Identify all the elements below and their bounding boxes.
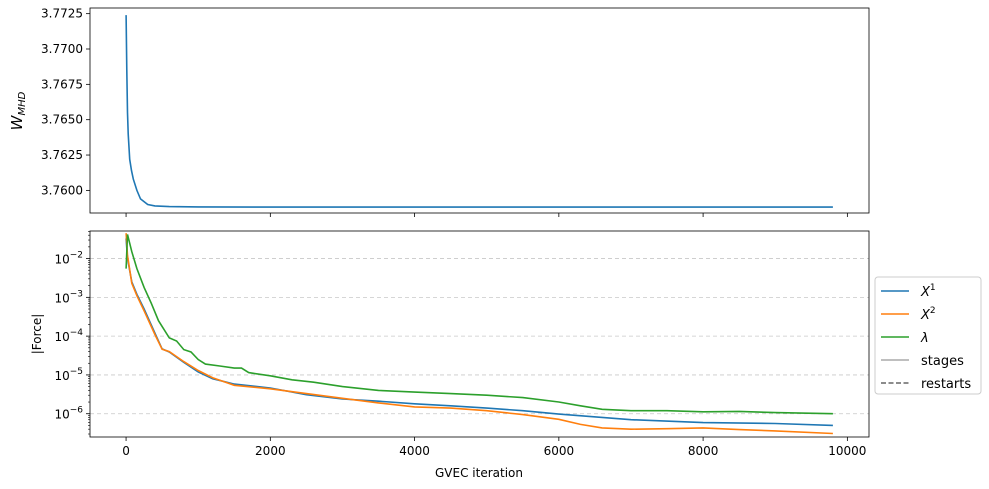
top-y-tick-label: 3.7725 xyxy=(41,7,83,21)
bottom-y-tick-label: 10−6 xyxy=(54,406,83,422)
bottom-y-tick-base: 10 xyxy=(54,330,69,344)
bottom-x-ticks: 0 2000 4000 6000 8000 10000 xyxy=(122,437,866,458)
bottom-series-line xyxy=(125,234,833,415)
x-axis-label: GVEC iteration xyxy=(435,466,523,480)
legend-label: stages xyxy=(921,354,964,369)
top-y-tick-label: 3.7650 xyxy=(41,113,83,127)
legend-label-text: λ xyxy=(920,331,929,346)
bottom-y-tick-label: 10−2 xyxy=(54,251,83,267)
bottom-y-tick-exponent: −6 xyxy=(70,406,84,416)
legend-item: X2 xyxy=(881,306,936,323)
top-y-axis-label: WMHD xyxy=(8,91,28,130)
bottom-panel-series xyxy=(125,233,833,435)
bottom-y-ticks: 10−610−510−410−310−2 xyxy=(54,231,90,435)
top-y-tick-label: 3.7675 xyxy=(41,77,83,91)
legend-label-text: X xyxy=(920,285,931,300)
bottom-panel-grid xyxy=(90,258,869,415)
bottom-y-tick-exponent: −5 xyxy=(70,367,83,377)
bottom-x-tick-label: 2000 xyxy=(255,444,286,458)
top-x-ticks xyxy=(125,213,848,217)
legend-label-text: stages xyxy=(921,354,964,369)
bottom-y-tick-exponent: −2 xyxy=(70,251,83,261)
bottom-x-tick-label: 4000 xyxy=(399,444,430,458)
top-y-tick-label: 3.7600 xyxy=(41,183,83,197)
bottom-y-tick-label: 10−5 xyxy=(54,367,83,383)
bottom-x-tick-label: 6000 xyxy=(544,444,575,458)
legend-label-text: restarts xyxy=(921,377,971,392)
legend-item: stages xyxy=(881,354,964,369)
legend-label: X1 xyxy=(920,283,936,300)
top-y-ticks: 3.7600 3.7625 3.7650 3.7675 3.7700 3.7725 xyxy=(41,7,90,197)
legend-label: λ xyxy=(920,331,929,346)
bottom-y-tick-base: 10 xyxy=(54,253,69,267)
bottom-x-tick-label: 0 xyxy=(122,444,130,458)
top-panel-frame xyxy=(89,7,870,214)
top-series-line xyxy=(125,15,833,208)
bottom-series-line xyxy=(125,238,833,427)
top-y-tick-label: 3.7700 xyxy=(41,42,83,56)
bottom-panel: 10−610−510−410−310−2 0 2000 4000 6000 8000 10… xyxy=(30,230,870,480)
bottom-x-tick-label: 8000 xyxy=(688,444,719,458)
legend-box xyxy=(874,276,982,395)
bottom-y-axis-label: |Force| xyxy=(30,314,44,355)
bottom-y-tick-exponent: −4 xyxy=(70,328,84,338)
legend-label-superscript: 2 xyxy=(930,306,936,316)
bottom-y-tick-base: 10 xyxy=(54,369,69,383)
bottom-panel-frame xyxy=(89,230,870,438)
bottom-x-tick-label: 10000 xyxy=(828,444,866,458)
legend-label-text: X xyxy=(920,308,931,323)
bottom-y-tick-exponent: −3 xyxy=(70,289,83,299)
legend-label: restarts xyxy=(921,377,971,392)
top-y-tick-label: 3.7625 xyxy=(41,148,83,162)
legend-item: restarts xyxy=(881,377,971,392)
bottom-y-tick-label: 10−4 xyxy=(54,328,83,344)
legend-item: X1 xyxy=(881,283,936,300)
bottom-y-tick-label: 10−3 xyxy=(54,289,83,305)
legend-item: λ xyxy=(881,331,929,346)
legend-label-superscript: 1 xyxy=(930,283,936,293)
legend-label: X2 xyxy=(920,306,936,323)
top-panel: 3.7600 3.7625 3.7650 3.7675 3.7700 3.7725 WMH… xyxy=(8,7,870,217)
bottom-y-tick-base: 10 xyxy=(54,291,69,305)
bottom-y-tick-base: 10 xyxy=(54,408,69,422)
bottom-series-line xyxy=(125,233,833,435)
top-panel-series xyxy=(125,15,833,208)
